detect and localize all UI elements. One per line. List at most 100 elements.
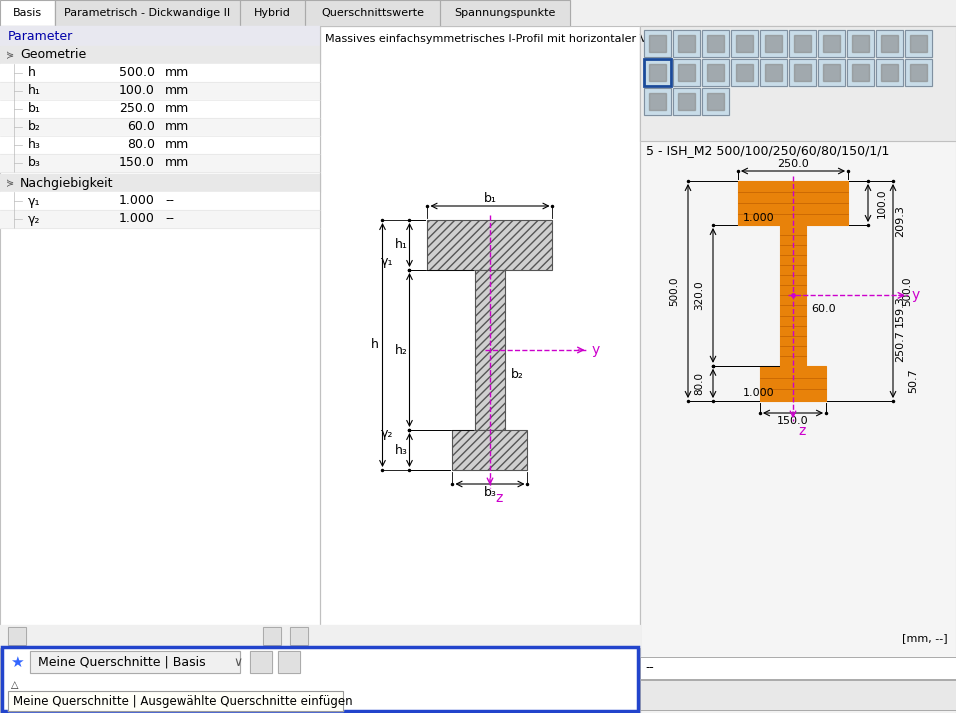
Bar — [760, 30, 787, 57]
Bar — [263, 627, 281, 645]
Text: b₂: b₂ — [511, 367, 524, 381]
Bar — [640, 26, 956, 713]
Text: 60.0: 60.0 — [812, 304, 836, 314]
Text: 500.0: 500.0 — [669, 276, 679, 306]
Text: h: h — [28, 66, 36, 80]
Bar — [55, 0, 240, 26]
Bar — [440, 0, 570, 26]
Bar — [678, 35, 695, 52]
Bar — [649, 35, 666, 52]
Text: Meine Querschnitte | Ausgewählte Querschnitte einfügen: Meine Querschnitte | Ausgewählte Quersch… — [13, 694, 353, 707]
Bar — [876, 30, 903, 57]
Bar — [240, 0, 305, 26]
Bar — [818, 59, 845, 86]
Bar — [702, 88, 729, 115]
Text: γ₁: γ₁ — [28, 195, 40, 207]
Bar — [876, 59, 903, 86]
Bar — [263, 627, 281, 645]
Bar — [881, 64, 898, 81]
Bar — [789, 30, 816, 57]
Text: 250.7: 250.7 — [895, 330, 905, 362]
Text: y: y — [912, 288, 921, 302]
Text: mm: mm — [165, 66, 189, 80]
Bar — [475, 270, 505, 430]
Bar — [678, 93, 695, 110]
Text: 1.000: 1.000 — [120, 195, 155, 207]
Bar — [760, 59, 787, 86]
Text: b₁: b₁ — [28, 103, 41, 116]
Text: 1.000: 1.000 — [743, 389, 774, 399]
Text: 80.0: 80.0 — [127, 138, 155, 151]
Bar — [640, 26, 956, 713]
Text: --: -- — [645, 662, 654, 674]
Bar — [736, 64, 753, 81]
Text: 320.0: 320.0 — [694, 281, 704, 310]
Bar — [0, 174, 320, 192]
Bar — [823, 35, 840, 52]
Bar — [0, 0, 55, 26]
Bar — [731, 30, 758, 57]
Bar — [250, 651, 272, 673]
Bar — [881, 35, 898, 52]
Text: ⋟: ⋟ — [6, 178, 14, 188]
Bar — [731, 59, 758, 86]
Bar — [0, 82, 320, 100]
Text: h: h — [371, 339, 379, 352]
Bar — [0, 192, 320, 210]
Bar — [452, 430, 528, 470]
Bar — [0, 210, 320, 228]
Text: 250.0: 250.0 — [120, 103, 155, 116]
Text: 5 - ISH_M2 500/100/250/60/80/150/1/1: 5 - ISH_M2 500/100/250/60/80/150/1/1 — [646, 145, 889, 158]
Bar — [702, 30, 729, 57]
Bar — [736, 35, 753, 52]
Text: 1.000: 1.000 — [743, 213, 774, 223]
Bar — [673, 59, 700, 86]
Bar — [702, 88, 729, 115]
Bar — [644, 59, 671, 86]
Bar — [760, 59, 787, 86]
Bar — [2, 647, 638, 711]
Bar — [640, 26, 956, 141]
Bar — [0, 26, 320, 713]
Text: mm: mm — [165, 103, 189, 116]
Bar — [794, 64, 811, 81]
Bar — [0, 26, 320, 713]
Bar — [852, 35, 869, 52]
Bar — [876, 30, 903, 57]
Bar — [8, 627, 26, 645]
Text: h₁: h₁ — [28, 85, 41, 98]
Bar — [847, 59, 874, 86]
Bar — [8, 627, 26, 645]
Bar — [702, 59, 729, 86]
Bar — [649, 93, 666, 110]
Text: ⋟: ⋟ — [6, 50, 14, 60]
Bar — [278, 651, 300, 673]
Bar — [0, 26, 320, 46]
Text: γ₂: γ₂ — [381, 428, 394, 441]
Bar — [644, 88, 671, 115]
Bar — [818, 30, 845, 57]
Text: h₃: h₃ — [28, 138, 41, 151]
Bar — [8, 691, 343, 711]
Text: h₁: h₁ — [395, 239, 408, 252]
Bar — [0, 0, 55, 26]
Text: 1.000: 1.000 — [120, 212, 155, 225]
Bar — [702, 59, 729, 86]
Text: Massives einfachsymmetrisches I-Profil mit horizontaler Ver: Massives einfachsymmetrisches I-Profil m… — [325, 34, 658, 44]
Text: △: △ — [11, 680, 19, 690]
Bar — [673, 59, 700, 86]
Bar — [789, 59, 816, 86]
Text: γ₂: γ₂ — [28, 212, 40, 225]
Bar — [702, 30, 729, 57]
Bar — [789, 59, 816, 86]
Bar — [305, 0, 440, 26]
Bar — [8, 691, 343, 711]
Bar — [427, 220, 553, 270]
Bar — [644, 88, 671, 115]
Bar — [847, 59, 874, 86]
Bar — [673, 88, 700, 115]
Text: b₃: b₃ — [484, 486, 496, 498]
Bar — [910, 35, 927, 52]
Bar — [847, 30, 874, 57]
Bar — [640, 680, 956, 710]
